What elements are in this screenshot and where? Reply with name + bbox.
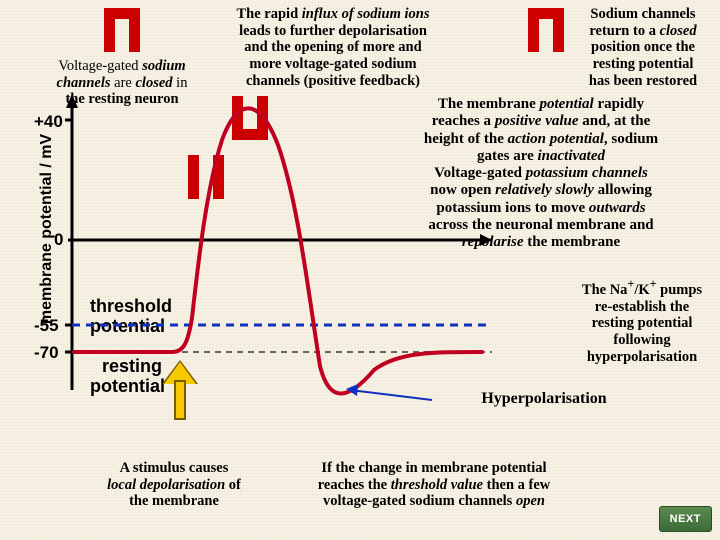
- channel-icon-closed-2: [528, 8, 564, 52]
- text-resting-closed: Voltage-gated sodium channels are closed…: [22, 58, 222, 108]
- text-stimulus: A stimulus causes local depolarisation o…: [74, 460, 274, 510]
- channel-icon-closed-1: [104, 8, 140, 52]
- hyperpolarisation-label: Hyperpolarisation: [444, 390, 644, 408]
- text-pumps: The Na+/K+ pumps re-establish the restin…: [564, 278, 720, 365]
- text-threshold: If the change in membrane potential reac…: [284, 460, 584, 510]
- next-button[interactable]: NEXT: [659, 506, 712, 532]
- text-return-closed: Sodium channels return to a closed posit…: [568, 6, 718, 89]
- text-influx: The rapid influx of sodium ions leads to…: [222, 6, 444, 89]
- text-potassium: The membrane potential rapidly reaches a…: [376, 96, 706, 251]
